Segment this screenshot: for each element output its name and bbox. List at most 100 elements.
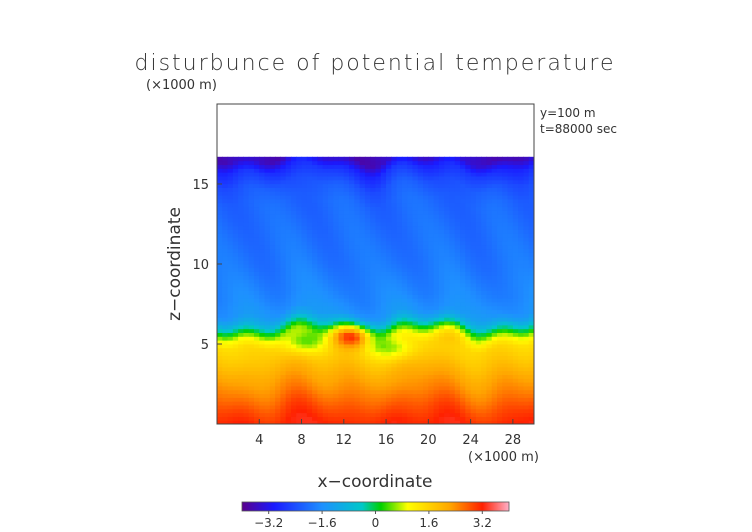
field-cell [460, 336, 466, 341]
field-cell [528, 412, 534, 417]
field-cell [380, 401, 387, 406]
field-cell [370, 168, 377, 173]
field-cell [518, 393, 525, 398]
field-cell [428, 168, 435, 173]
field-cell [338, 172, 345, 177]
field-cell [359, 397, 366, 402]
field-cell [491, 248, 498, 253]
field-cell [512, 229, 519, 234]
field-cell [269, 187, 276, 192]
field-cell [433, 359, 440, 364]
field-cell [475, 263, 482, 269]
field-cell [253, 282, 260, 288]
field-cell [322, 343, 329, 349]
field-cell [354, 286, 361, 291]
field-cell [264, 401, 271, 406]
field-cell [497, 240, 503, 246]
field-cell [264, 420, 271, 424]
field-cell [312, 206, 318, 211]
field-cell [343, 290, 350, 295]
field-cell [491, 275, 498, 280]
field-cell [354, 217, 361, 223]
field-cell [232, 355, 239, 360]
field-cell [401, 294, 408, 299]
field-cell [412, 309, 419, 314]
field-cell [280, 275, 287, 280]
field-cell [470, 290, 477, 295]
field-cell [232, 259, 239, 265]
field-cell [259, 252, 266, 257]
field-cell [232, 164, 239, 169]
field-cell [475, 259, 482, 265]
field-cell [454, 324, 461, 330]
field-cell [460, 374, 466, 379]
field-cell [523, 385, 530, 391]
field-cell [507, 420, 514, 424]
field-cell [333, 336, 340, 341]
field-cell [486, 198, 493, 204]
field-cell [243, 347, 250, 353]
field-cell [343, 194, 350, 200]
field-cell [333, 198, 340, 204]
field-cell [338, 404, 345, 410]
field-cell [285, 336, 292, 341]
field-cell [349, 362, 355, 368]
field-cell [518, 198, 525, 204]
field-cell [391, 328, 398, 333]
field-cell [238, 194, 245, 200]
field-cell [497, 168, 503, 173]
field-cell [470, 236, 477, 242]
field-cell [507, 259, 514, 265]
field-cell [370, 206, 377, 211]
field-cell [475, 374, 482, 379]
field-cell [280, 240, 287, 246]
field-cell [491, 263, 498, 269]
field-cell [507, 160, 514, 166]
field-cell [433, 393, 440, 398]
field-cell [343, 393, 350, 398]
field-cell [280, 320, 287, 326]
field-cell [401, 160, 408, 166]
field-cell [253, 263, 260, 269]
field-cell [327, 278, 334, 284]
field-cell [386, 370, 392, 375]
field-cell [253, 313, 260, 318]
field-cell [528, 374, 534, 379]
field-cell [238, 347, 245, 353]
field-cell [518, 194, 525, 200]
field-cell [470, 252, 477, 257]
field-cell [412, 271, 419, 276]
field-cell [391, 382, 398, 387]
field-cell [264, 229, 271, 234]
field-cell [486, 191, 493, 196]
field-cell [438, 336, 445, 341]
field-cell [454, 298, 461, 303]
field-cell [280, 401, 287, 406]
field-cell [386, 214, 392, 219]
field-cell [312, 225, 318, 230]
field-cell [343, 343, 350, 349]
field-cell [438, 374, 445, 379]
field-cell [301, 286, 308, 291]
field-cell [343, 336, 350, 341]
field-cell [380, 259, 387, 265]
field-cell [238, 248, 245, 253]
field-cell [327, 236, 334, 242]
field-cell [333, 294, 340, 299]
field-cell [217, 317, 223, 322]
field-cell [512, 294, 519, 299]
field-cell [312, 370, 318, 375]
field-cell [481, 229, 488, 234]
field-cell [306, 164, 313, 169]
field-cell [232, 172, 239, 177]
field-cell [290, 263, 297, 269]
colorbar-tick-label: 0 [372, 516, 380, 530]
field-cell [380, 320, 387, 326]
field-cell [370, 416, 377, 421]
field-cell [290, 179, 297, 185]
field-cell [280, 385, 287, 391]
field-cell [253, 225, 260, 230]
field-cell [523, 194, 530, 200]
field-cell [290, 378, 297, 383]
field-cell [301, 179, 308, 185]
